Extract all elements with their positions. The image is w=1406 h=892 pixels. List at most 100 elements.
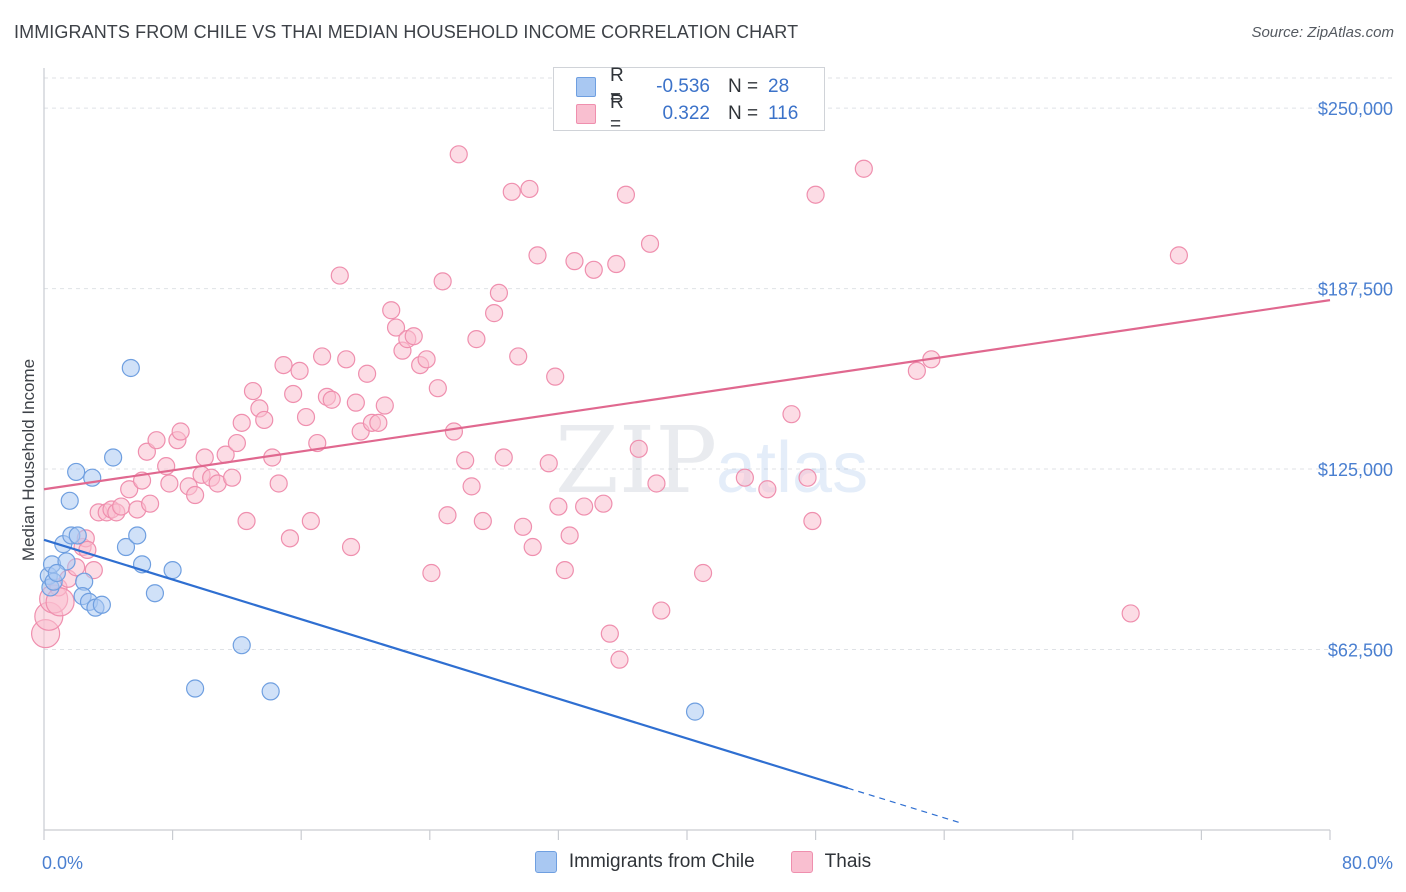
legend-n-value-thais: 116 [768, 103, 799, 124]
legend-r-label: R = [610, 65, 624, 108]
point-thais-97 [616, 185, 636, 204]
point-chile-6 [60, 491, 79, 510]
series-chile-points [39, 358, 705, 721]
point-thais-93 [594, 494, 613, 513]
point-thais-32 [227, 433, 246, 453]
point-thais-85 [539, 454, 558, 473]
point-thais-41 [280, 529, 300, 548]
point-thais-51 [337, 350, 356, 369]
point-thais-113 [1169, 246, 1188, 265]
point-thais-91 [575, 497, 594, 516]
point-chile-16 [104, 448, 123, 467]
point-thais-13 [112, 497, 131, 516]
grid-lines [44, 77, 1392, 651]
point-thais-68 [433, 272, 452, 291]
legend-label-chile: Immigrants from Chile [568, 851, 755, 872]
point-thais-98 [629, 439, 648, 458]
point-thais-40 [274, 355, 293, 375]
point-thais-45 [301, 511, 320, 531]
source-label: Source: ZipAtlas.com [1251, 24, 1394, 41]
point-thais-103 [735, 468, 754, 487]
point-chile-27 [47, 563, 66, 583]
point-thais-31 [222, 468, 242, 487]
point-thais-79 [502, 182, 521, 201]
point-chile-26 [685, 702, 705, 721]
point-thais-80 [509, 347, 528, 366]
point-thais-90 [565, 252, 584, 271]
point-thais-84 [528, 246, 547, 265]
point-chile-25 [261, 682, 280, 701]
point-chile-19 [128, 526, 147, 545]
legend-swatch-thais [790, 851, 813, 873]
point-thais-37 [255, 410, 274, 430]
legend-box: R = -0.536 N = 28 R = 0.322 N = 116 [553, 65, 825, 135]
point-thais-92 [584, 260, 603, 279]
point-thais-63 [404, 327, 423, 346]
point-chile-24 [232, 636, 251, 655]
point-thais-100 [647, 474, 666, 493]
legend-swatch-thais [576, 104, 596, 124]
legend-item-chile[interactable]: Immigrants from Chile [534, 851, 755, 873]
point-thais-108 [806, 185, 825, 204]
point-thais-69 [438, 506, 457, 525]
point-thais-35 [243, 381, 263, 401]
y-tick-label-3: $250,000 [1318, 99, 1393, 119]
point-chile-17 [116, 537, 136, 557]
watermark-zip: ZIP [555, 407, 717, 514]
point-thais-94 [600, 624, 619, 643]
legend-swatch-chile [576, 77, 596, 97]
legend-item-thais[interactable]: Thais [790, 851, 871, 873]
point-thais-105 [782, 405, 801, 424]
point-thais-23 [171, 422, 190, 441]
point-chile-23 [186, 679, 205, 698]
point-chile-21 [145, 584, 165, 603]
legend-n-value-chile: 28 [768, 76, 790, 97]
point-thais-58 [375, 396, 394, 415]
point-thais-19 [147, 431, 166, 450]
point-thais-46 [308, 433, 327, 453]
x-tick-labels: 0.0% 80.0% [42, 853, 1393, 873]
x-tick-label-max: 80.0% [1342, 853, 1393, 873]
point-thais-106 [798, 468, 817, 487]
point-thais-89 [560, 526, 579, 545]
y-axis-label: Median Household Income [19, 359, 38, 561]
y-tick-labels: $62,500 $125,000 $187,500 $250,000 [1318, 99, 1393, 660]
point-thais-49 [322, 390, 341, 409]
point-thais-110 [907, 361, 926, 380]
trend-line-chile-extension [847, 787, 961, 824]
point-thais-104 [758, 480, 777, 499]
point-thais-72 [456, 451, 475, 470]
point-thais-70 [444, 422, 464, 441]
point-thais-60 [386, 318, 406, 337]
y-tick-label-0: $62,500 [1328, 641, 1393, 661]
trend-lines [43, 299, 1331, 824]
x-tick-label-min: 0.0% [42, 853, 83, 873]
point-thais-39 [269, 474, 288, 493]
point-thais-101 [652, 601, 671, 620]
legend-r-value-chile: -0.536 [656, 76, 710, 97]
point-thais-57 [369, 413, 388, 432]
legend-n-label: N = [728, 76, 759, 97]
trend-line-chile [43, 538, 849, 790]
point-thais-82 [520, 179, 539, 199]
point-thais-47 [312, 347, 332, 366]
point-thais-107 [803, 511, 822, 531]
point-thais-34 [237, 511, 256, 531]
y-tick-label-1: $125,000 [1318, 460, 1393, 480]
point-thais-75 [473, 511, 492, 531]
y-tick-label-2: $187,500 [1318, 280, 1393, 300]
point-thais-76 [485, 304, 504, 323]
series-thais-points [31, 145, 1188, 669]
point-thais-102 [693, 563, 713, 583]
point-thais-33 [232, 413, 251, 432]
legend-row-chile: R = -0.536 N = 28 [576, 65, 790, 108]
point-thais-74 [467, 330, 486, 349]
point-thais-21 [160, 474, 179, 493]
chart-title: IMMIGRANTS FROM CHILE VS THAI MEDIAN HOU… [14, 22, 799, 42]
point-thais-109 [854, 159, 873, 178]
watermark-atlas: atlas [716, 428, 868, 508]
watermark: ZIP atlas [555, 407, 868, 514]
point-thais-78 [494, 448, 513, 467]
point-thais-59 [382, 301, 401, 320]
